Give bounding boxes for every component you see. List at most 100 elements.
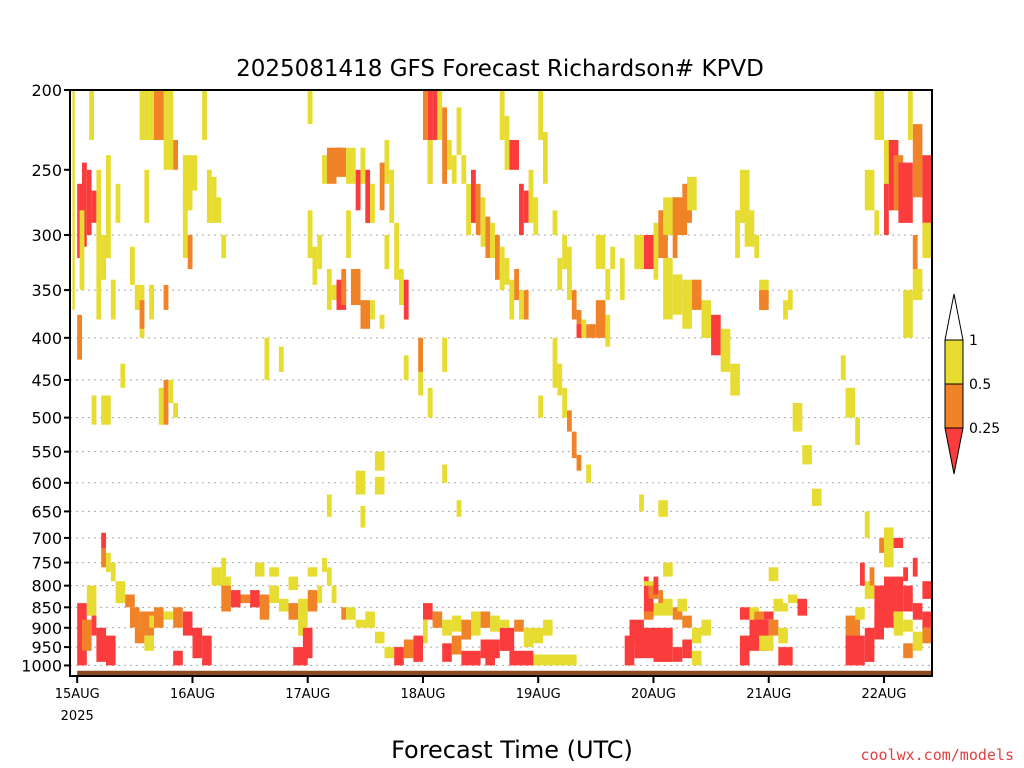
ri-cell-157 xyxy=(792,403,803,432)
ri-cell-280 xyxy=(624,635,635,666)
ri-cell-175 xyxy=(912,269,923,301)
ri-cell-120 xyxy=(562,387,567,418)
ri-cell-55 xyxy=(346,210,351,258)
x-tick-label-16AUG: 16AUG xyxy=(170,687,215,702)
ri-cell-75 xyxy=(423,90,428,140)
ri-cell-210 xyxy=(173,607,183,628)
ri-cell-145 xyxy=(701,300,712,338)
ri-cell-73 xyxy=(399,269,404,305)
ri-cell-30 xyxy=(163,284,169,310)
ri-cell-58 xyxy=(365,169,371,223)
ri-cell-100 xyxy=(509,140,519,170)
ri-cell-47 xyxy=(307,210,313,258)
x-tick-label-18AUG: 18AUG xyxy=(400,687,445,702)
ri-cell-48 xyxy=(312,246,318,285)
ri-cell-124 xyxy=(586,464,591,483)
ri-cell-139 xyxy=(687,176,697,211)
ri-cell-37 xyxy=(187,235,193,270)
ri-cell-150 xyxy=(739,169,750,223)
ri-cell-77 xyxy=(432,90,438,140)
ri-cell-242 xyxy=(365,611,375,628)
ri-cell-270 xyxy=(533,654,558,666)
ri-cell-147 xyxy=(720,328,731,372)
ri-cell-230 xyxy=(302,627,313,659)
ri-cell-4 xyxy=(79,210,85,291)
ri-cell-110 xyxy=(567,279,572,301)
ri-cell-153 xyxy=(759,279,769,301)
ri-cell-281 xyxy=(634,627,654,659)
ri-cell-22 xyxy=(149,284,154,320)
y-tick-label-950: 950 xyxy=(31,638,62,657)
ri-cell-155 xyxy=(783,300,788,320)
x-axis-ticks: 15AUG 16AUG 17AUG 18AUG 19AUG 20AUG 21AUG 22AUG xyxy=(55,676,906,702)
ri-cell-64 xyxy=(331,284,337,301)
ri-cell-165 xyxy=(874,210,880,235)
ri-cell-252 xyxy=(442,619,452,636)
ri-cell-285 xyxy=(691,650,702,666)
ri-cell-274 xyxy=(643,594,654,612)
ri-cell-294 xyxy=(658,500,668,517)
ri-cell-121 xyxy=(567,410,572,432)
ri-cell-256 xyxy=(480,611,491,628)
ri-cell-38 xyxy=(192,155,198,191)
ri-cell-78 xyxy=(427,140,433,184)
ri-cell-227 xyxy=(307,590,318,612)
ri-cell-53 xyxy=(336,147,347,177)
ri-cell-213 xyxy=(202,635,212,666)
ri-cell-269 xyxy=(509,650,534,666)
ri-cell-35 xyxy=(182,155,193,211)
ri-cell-192 xyxy=(101,548,106,568)
ri-cell-236 xyxy=(326,567,332,586)
ri-cell-7 xyxy=(96,169,102,320)
richardson-cells xyxy=(72,90,932,666)
ri-cell-237 xyxy=(322,557,327,572)
ri-cell-32 xyxy=(163,379,169,425)
ri-cell-122 xyxy=(571,431,577,459)
ri-cell-246 xyxy=(403,639,414,659)
ri-cell-20 xyxy=(139,300,145,329)
ri-cell-186 xyxy=(403,355,409,380)
ri-cell-198 xyxy=(91,615,97,636)
colorbar-legend: 1 0.5 0.25 xyxy=(944,293,1000,475)
ri-cell-291 xyxy=(663,607,673,616)
y-tick-label-400: 400 xyxy=(31,329,62,348)
ri-cell-323 xyxy=(922,581,932,599)
ri-cell-257 xyxy=(490,615,500,632)
ri-cell-179 xyxy=(326,494,332,517)
ri-cell-111 xyxy=(571,290,577,320)
ri-cell-229 xyxy=(298,611,308,636)
ri-cell-301 xyxy=(778,603,788,612)
ri-cell-240 xyxy=(346,607,356,620)
ri-cell-223 xyxy=(269,585,279,603)
ri-cell-89 xyxy=(485,216,491,258)
ri-cell-16 xyxy=(120,363,126,388)
ri-cell-207 xyxy=(144,635,154,651)
ri-cell-263 xyxy=(514,619,524,632)
ri-cell-149 xyxy=(735,210,740,258)
y-tick-label-450: 450 xyxy=(31,371,62,390)
ri-cell-126 xyxy=(456,500,462,517)
colorbar-upper-arrow xyxy=(944,293,964,341)
ri-cell-278 xyxy=(672,607,683,620)
ri-cell-113 xyxy=(576,324,582,338)
ri-cell-54 xyxy=(346,147,356,184)
ri-cell-14 xyxy=(101,395,106,425)
ri-cell-327 xyxy=(912,631,923,651)
ground-surface xyxy=(77,670,932,676)
ri-cell-306 xyxy=(778,627,788,644)
ri-cell-109 xyxy=(562,235,567,270)
ri-cell-259 xyxy=(451,635,462,655)
ri-cell-235 xyxy=(307,567,318,577)
ri-cell-282 xyxy=(653,627,673,662)
y-axis-ticks: 200 250 300 350 400 450 500 550 600 650 700 750 800 8… xyxy=(21,81,70,675)
ri-cell-188 xyxy=(442,337,447,372)
ri-cell-211 xyxy=(182,611,193,636)
ri-cell-3 xyxy=(82,162,87,247)
x-tick-label-19AUG: 19AUG xyxy=(516,687,561,702)
ri-cell-241 xyxy=(355,619,366,628)
ri-cell-66 xyxy=(341,269,347,305)
ri-cell-21 xyxy=(144,169,150,223)
ri-cell-215 xyxy=(211,567,222,586)
ri-cell-117 xyxy=(605,314,611,347)
ri-cell-283 xyxy=(672,647,683,662)
